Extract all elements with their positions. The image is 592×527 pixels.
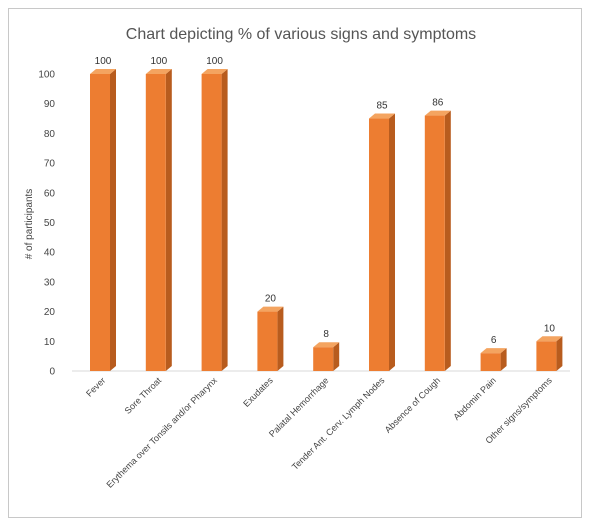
bar bbox=[369, 113, 395, 372]
bar-side-face bbox=[221, 69, 228, 371]
bar-side-face bbox=[389, 113, 395, 372]
bar-front-face bbox=[201, 74, 222, 371]
data-label: 6 bbox=[491, 335, 497, 346]
bar bbox=[480, 348, 507, 371]
y-tick-label: 40 bbox=[44, 248, 56, 259]
bar-top-face bbox=[313, 342, 340, 348]
y-axis-ticks: 0 10 20 30 40 50 60 70 80 90 100 bbox=[38, 70, 55, 378]
bar-side-face bbox=[277, 306, 284, 371]
bar-side-face bbox=[500, 348, 507, 371]
bar bbox=[257, 306, 284, 371]
data-label: 20 bbox=[265, 294, 277, 305]
data-label: 100 bbox=[95, 56, 112, 67]
bar-front-face bbox=[313, 347, 334, 371]
x-tick-label: Absence of Cough bbox=[383, 375, 442, 434]
data-label: 8 bbox=[323, 329, 329, 340]
x-tick-label: Fever bbox=[84, 375, 107, 398]
data-label: 100 bbox=[150, 56, 167, 67]
bar-front-face bbox=[369, 118, 389, 371]
bar-top-face bbox=[145, 69, 172, 74]
bar-top-face bbox=[90, 69, 116, 74]
bar-side-face bbox=[165, 69, 172, 371]
x-tick-label: Tender Ant. Cerv. Lymph Nodes bbox=[290, 375, 387, 472]
y-tick-label: 80 bbox=[44, 129, 56, 140]
x-tick-label: Erythema over Tonsils and/or Pharynx bbox=[105, 375, 220, 490]
y-tick-label: 0 bbox=[49, 367, 55, 378]
bar bbox=[313, 342, 340, 371]
bar bbox=[145, 69, 172, 371]
bar-top-face bbox=[201, 69, 228, 74]
y-tick-label: 70 bbox=[44, 159, 56, 170]
y-tick-label: 20 bbox=[44, 307, 56, 318]
bar-front-face bbox=[480, 353, 501, 371]
data-label: 86 bbox=[432, 98, 444, 109]
y-tick-label: 100 bbox=[38, 70, 55, 81]
bar bbox=[201, 69, 228, 371]
bar-side-face bbox=[333, 342, 340, 371]
x-tick-label: Sore Throat bbox=[123, 375, 164, 416]
bars-group bbox=[90, 69, 563, 372]
bar bbox=[536, 336, 563, 371]
value-labels-group: 100 100 100 20 8 85 86 6 10 bbox=[95, 56, 556, 346]
y-tick-label: 30 bbox=[44, 277, 56, 288]
bar-front-face bbox=[90, 74, 110, 371]
bar-top-face bbox=[257, 306, 284, 312]
x-tick-label: Palatal Hemorrhage bbox=[267, 375, 331, 439]
bar-top-face bbox=[480, 348, 507, 354]
bar-front-face bbox=[145, 74, 166, 371]
x-tick-label: Abdomin Pain bbox=[451, 375, 498, 422]
bar-side-face bbox=[556, 336, 563, 371]
bar bbox=[424, 110, 451, 371]
x-tick-label: Exudates bbox=[241, 375, 275, 409]
bar-front-face bbox=[257, 311, 278, 371]
bar-top-face bbox=[536, 336, 563, 342]
data-label: 100 bbox=[206, 56, 223, 67]
bar-side-face bbox=[110, 69, 116, 371]
bar-top-face bbox=[424, 110, 451, 116]
bar-front-face bbox=[424, 115, 445, 371]
y-axis-label: # of participants bbox=[24, 189, 35, 260]
y-tick-label: 60 bbox=[44, 188, 56, 199]
bar bbox=[90, 69, 116, 371]
bar-front-face bbox=[536, 341, 557, 371]
data-label: 85 bbox=[376, 101, 388, 112]
data-label: 10 bbox=[544, 323, 556, 334]
bar-side-face bbox=[444, 110, 451, 371]
y-tick-label: 90 bbox=[44, 99, 56, 110]
bar-top-face bbox=[369, 113, 395, 119]
chart-title: Chart depicting % of various signs and s… bbox=[126, 26, 476, 43]
y-tick-label: 10 bbox=[44, 337, 56, 348]
y-tick-label: 50 bbox=[44, 218, 56, 229]
